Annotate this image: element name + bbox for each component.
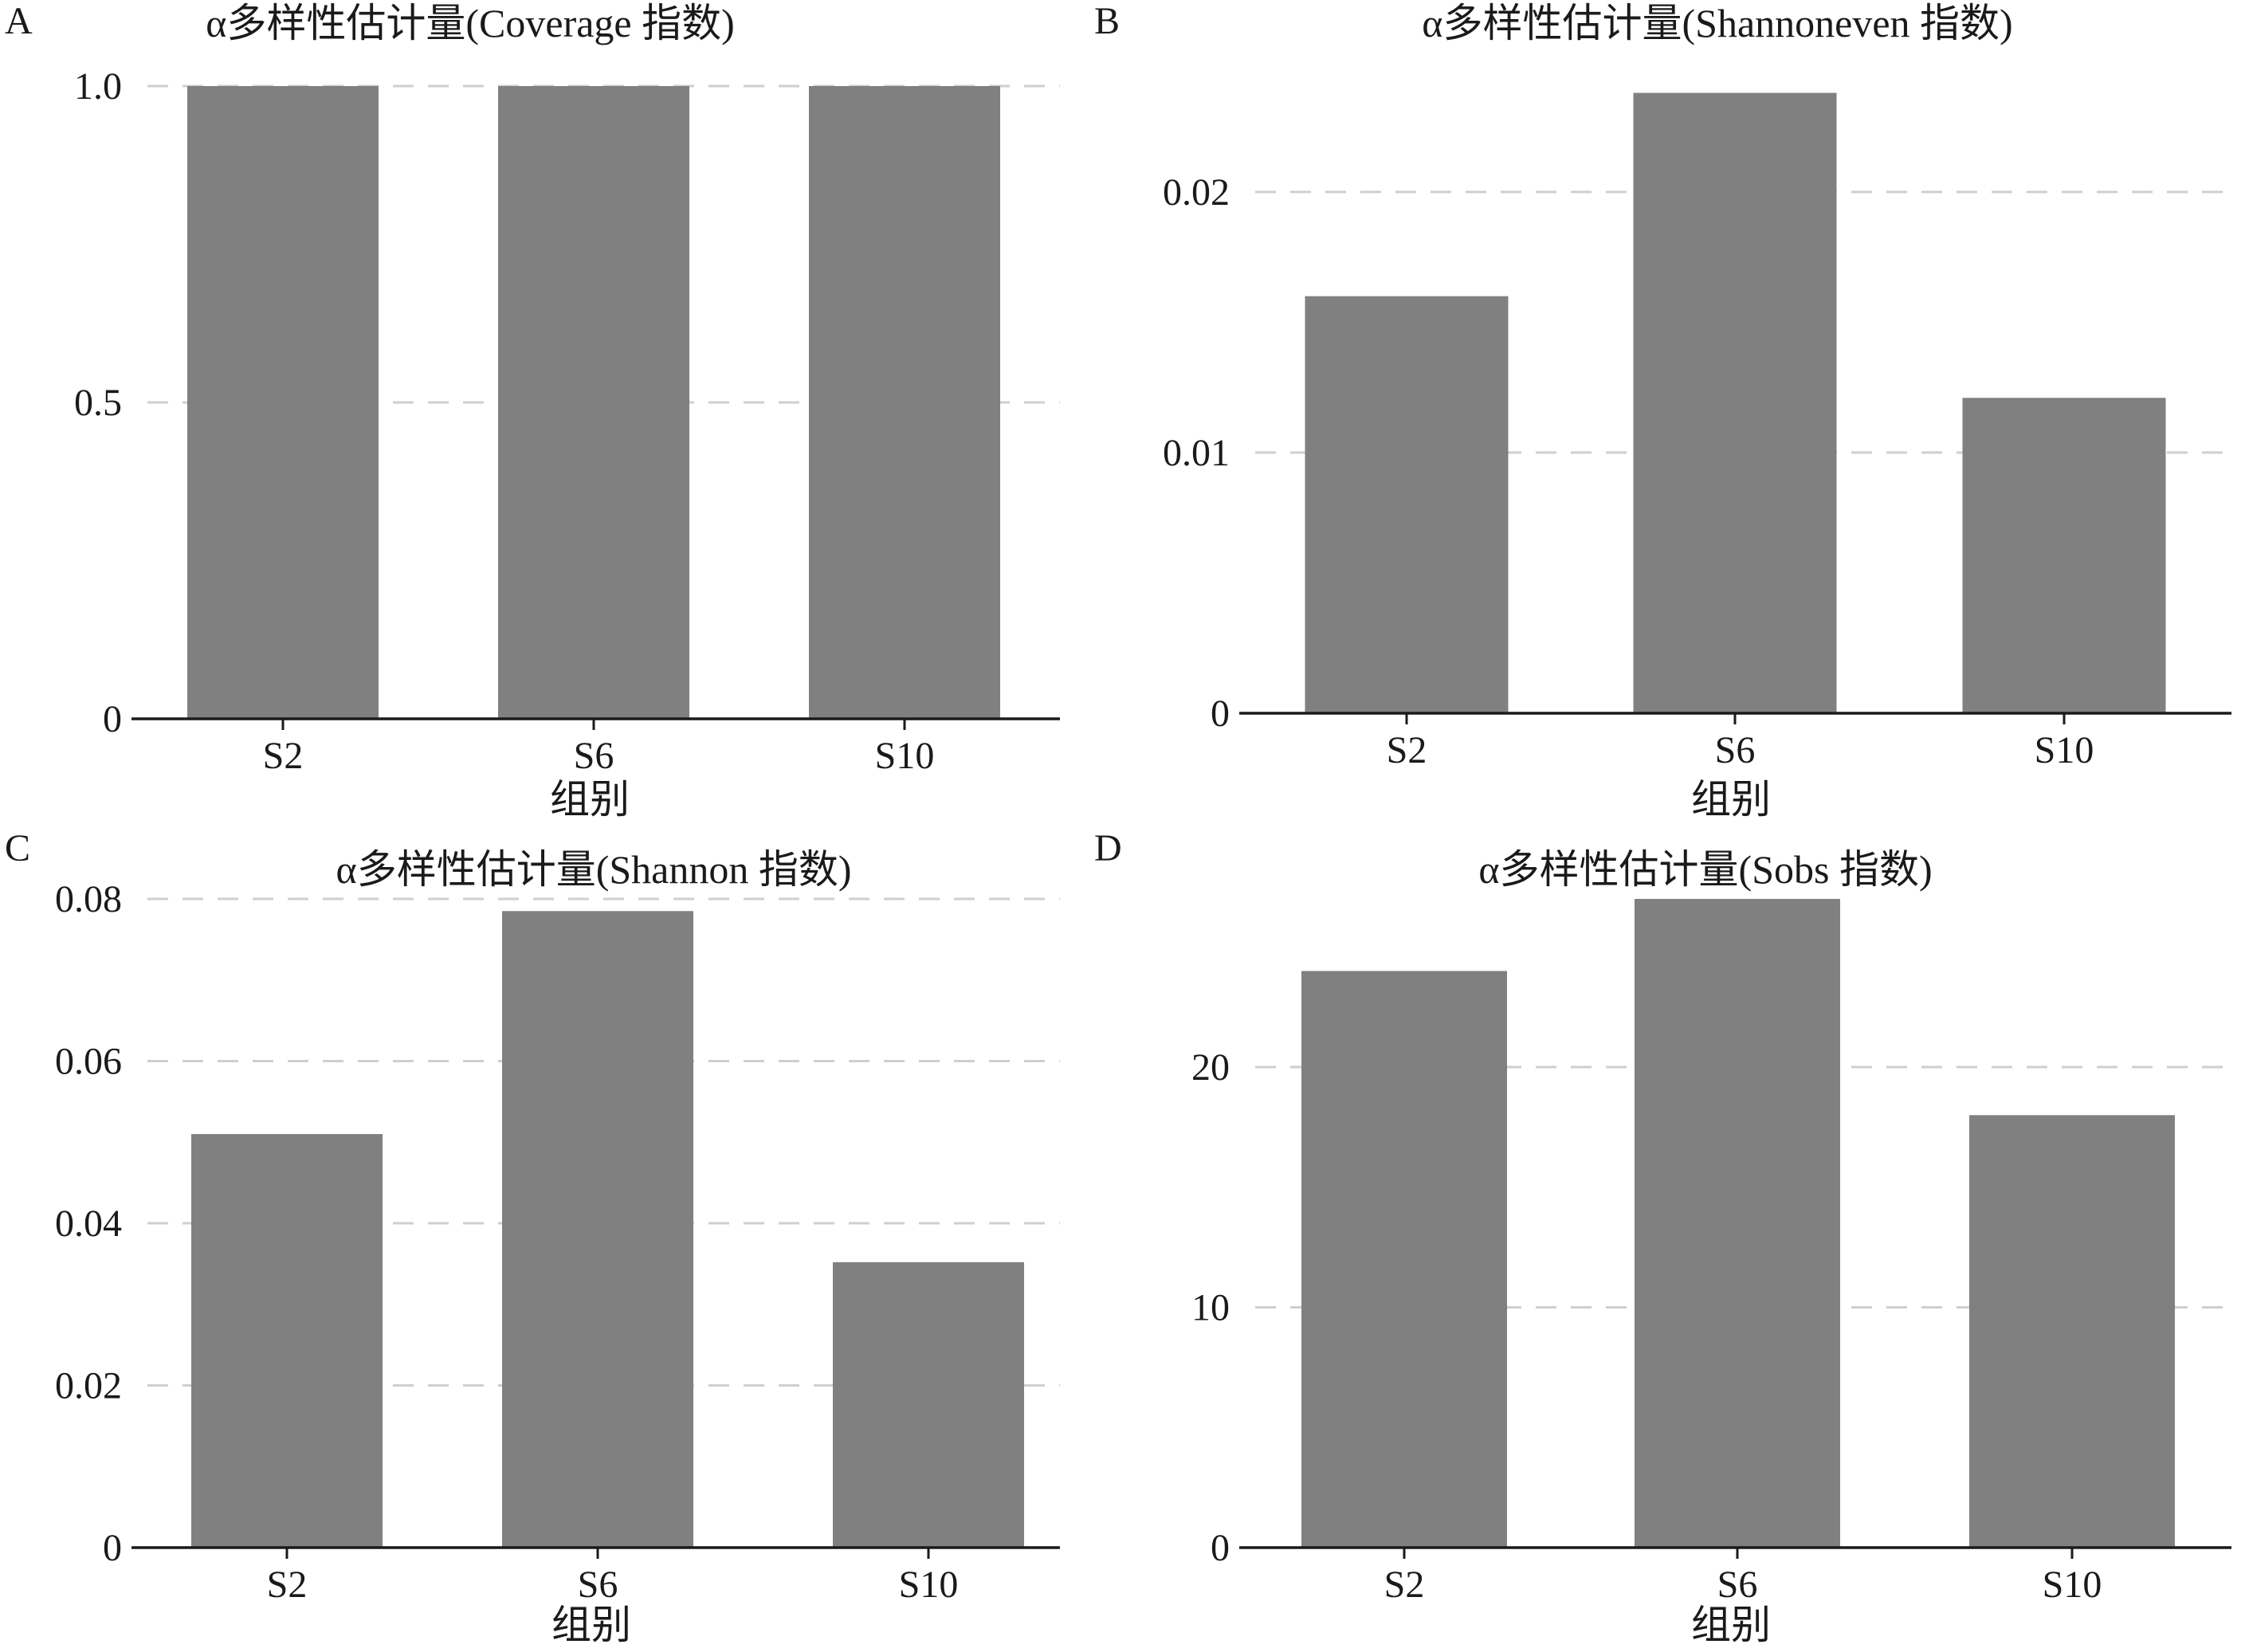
panel-d-plot: 0 10 20 S2 S6 S10 [1191,899,2231,1606]
panel-a-xtick-label: S6 [574,735,614,777]
panel-a-xtick-label: S2 [263,735,304,777]
panel-c-xtick-label: S10 [899,1564,959,1606]
panel-a-ytick-label: 0.5 [74,382,122,424]
panel-b-xlabel: 组别 [1691,777,1771,822]
panel-b-bar-s2 [1305,296,1509,714]
panel-c-xlabel: 组别 [551,1603,631,1647]
panel-c-ytick-label: 0.04 [55,1203,122,1245]
panel-c-title: α多样性估计量(Shannon 指数) [336,847,852,892]
panel-d-title: α多样性估计量(Sobs 指数) [1478,847,1932,892]
panel-c-plot: 0 0.02 0.04 0.06 0.08 S2 S6 S10 [55,878,1060,1606]
panel-d-ytick-label: 0 [1211,1527,1230,1569]
panel-a-letter: A [5,0,33,42]
panel-b-bar-s10 [1962,398,2166,713]
panel-c: C α多样性估计量(Shannon 指数) 0 0.02 0.04 0.06 0.08 S… [5,827,1060,1647]
panel-c-ytick-label: 0.08 [55,878,122,920]
panel-b-ytick-label: 0.02 [1163,171,1230,214]
panel-a-plot: 0 0.5 1.0 S2 S6 S10 [74,65,1060,777]
panel-b-plot: 0 0.01 0.02 S2 S6 S10 [1163,92,2231,771]
panel-d-bar-s2 [1301,971,1507,1548]
panel-d-xtick-label: S2 [1384,1564,1425,1606]
panel-d-xlabel: 组别 [1691,1603,1771,1647]
panel-a-ytick-label: 1.0 [74,65,122,108]
panel-c-letter: C [5,827,30,869]
panel-d-bar-s10 [1969,1115,2175,1548]
panel-d-ytick-label: 20 [1191,1046,1230,1089]
panel-c-bar-s6 [502,911,693,1548]
panel-b-title: α多样性估计量(Shannoneven 指数) [1422,1,2012,45]
panel-d-xtick-label: S6 [1717,1564,1758,1606]
panel-c-ytick-label: 0.06 [55,1041,122,1083]
panel-d-bar-s6 [1635,899,1840,1548]
panel-b-bar-s6 [1633,92,1837,713]
panel-a-bar-s10 [809,86,1000,719]
panel-a: A α多样性估计量(Coverage 指数) 0 0.5 1.0 S2 S6 S10 组别 [5,0,1060,822]
panel-a-xlabel: 组别 [550,777,630,822]
panel-d-letter: D [1094,827,1122,869]
panel-c-bar-s10 [833,1262,1024,1548]
panel-d-ytick-label: 10 [1191,1287,1230,1329]
panel-c-bar-s2 [191,1134,383,1548]
panel-b-ytick-label: 0 [1211,693,1230,735]
panel-a-title: α多样性估计量(Coverage 指数) [206,1,735,45]
panel-b-letter: B [1094,0,1120,42]
panel-c-ytick-label: 0.02 [55,1365,122,1407]
panel-b-xtick-label: S10 [2035,729,2094,771]
panel-d: D α多样性估计量(Sobs 指数) 0 10 20 S2 S6 S10 组别 [1094,827,2231,1647]
panel-c-xtick-label: S6 [578,1564,618,1606]
panel-c-ytick-label: 0 [103,1527,122,1569]
panel-d-xtick-label: S10 [2043,1564,2102,1606]
panel-c-xtick-label: S2 [267,1564,308,1606]
panel-a-xtick-label: S10 [875,735,935,777]
panel-b: B α多样性估计量(Shannoneven 指数) 0 0.01 0.02 S2 S6 S… [1094,0,2231,822]
panel-b-ytick-label: 0.01 [1163,432,1230,474]
panel-b-xtick-label: S6 [1715,729,1756,771]
panel-a-ytick-label: 0 [103,698,122,740]
panel-a-bar-s2 [187,86,379,719]
panel-a-bar-s6 [498,86,689,719]
panel-b-xtick-label: S2 [1387,729,1427,771]
